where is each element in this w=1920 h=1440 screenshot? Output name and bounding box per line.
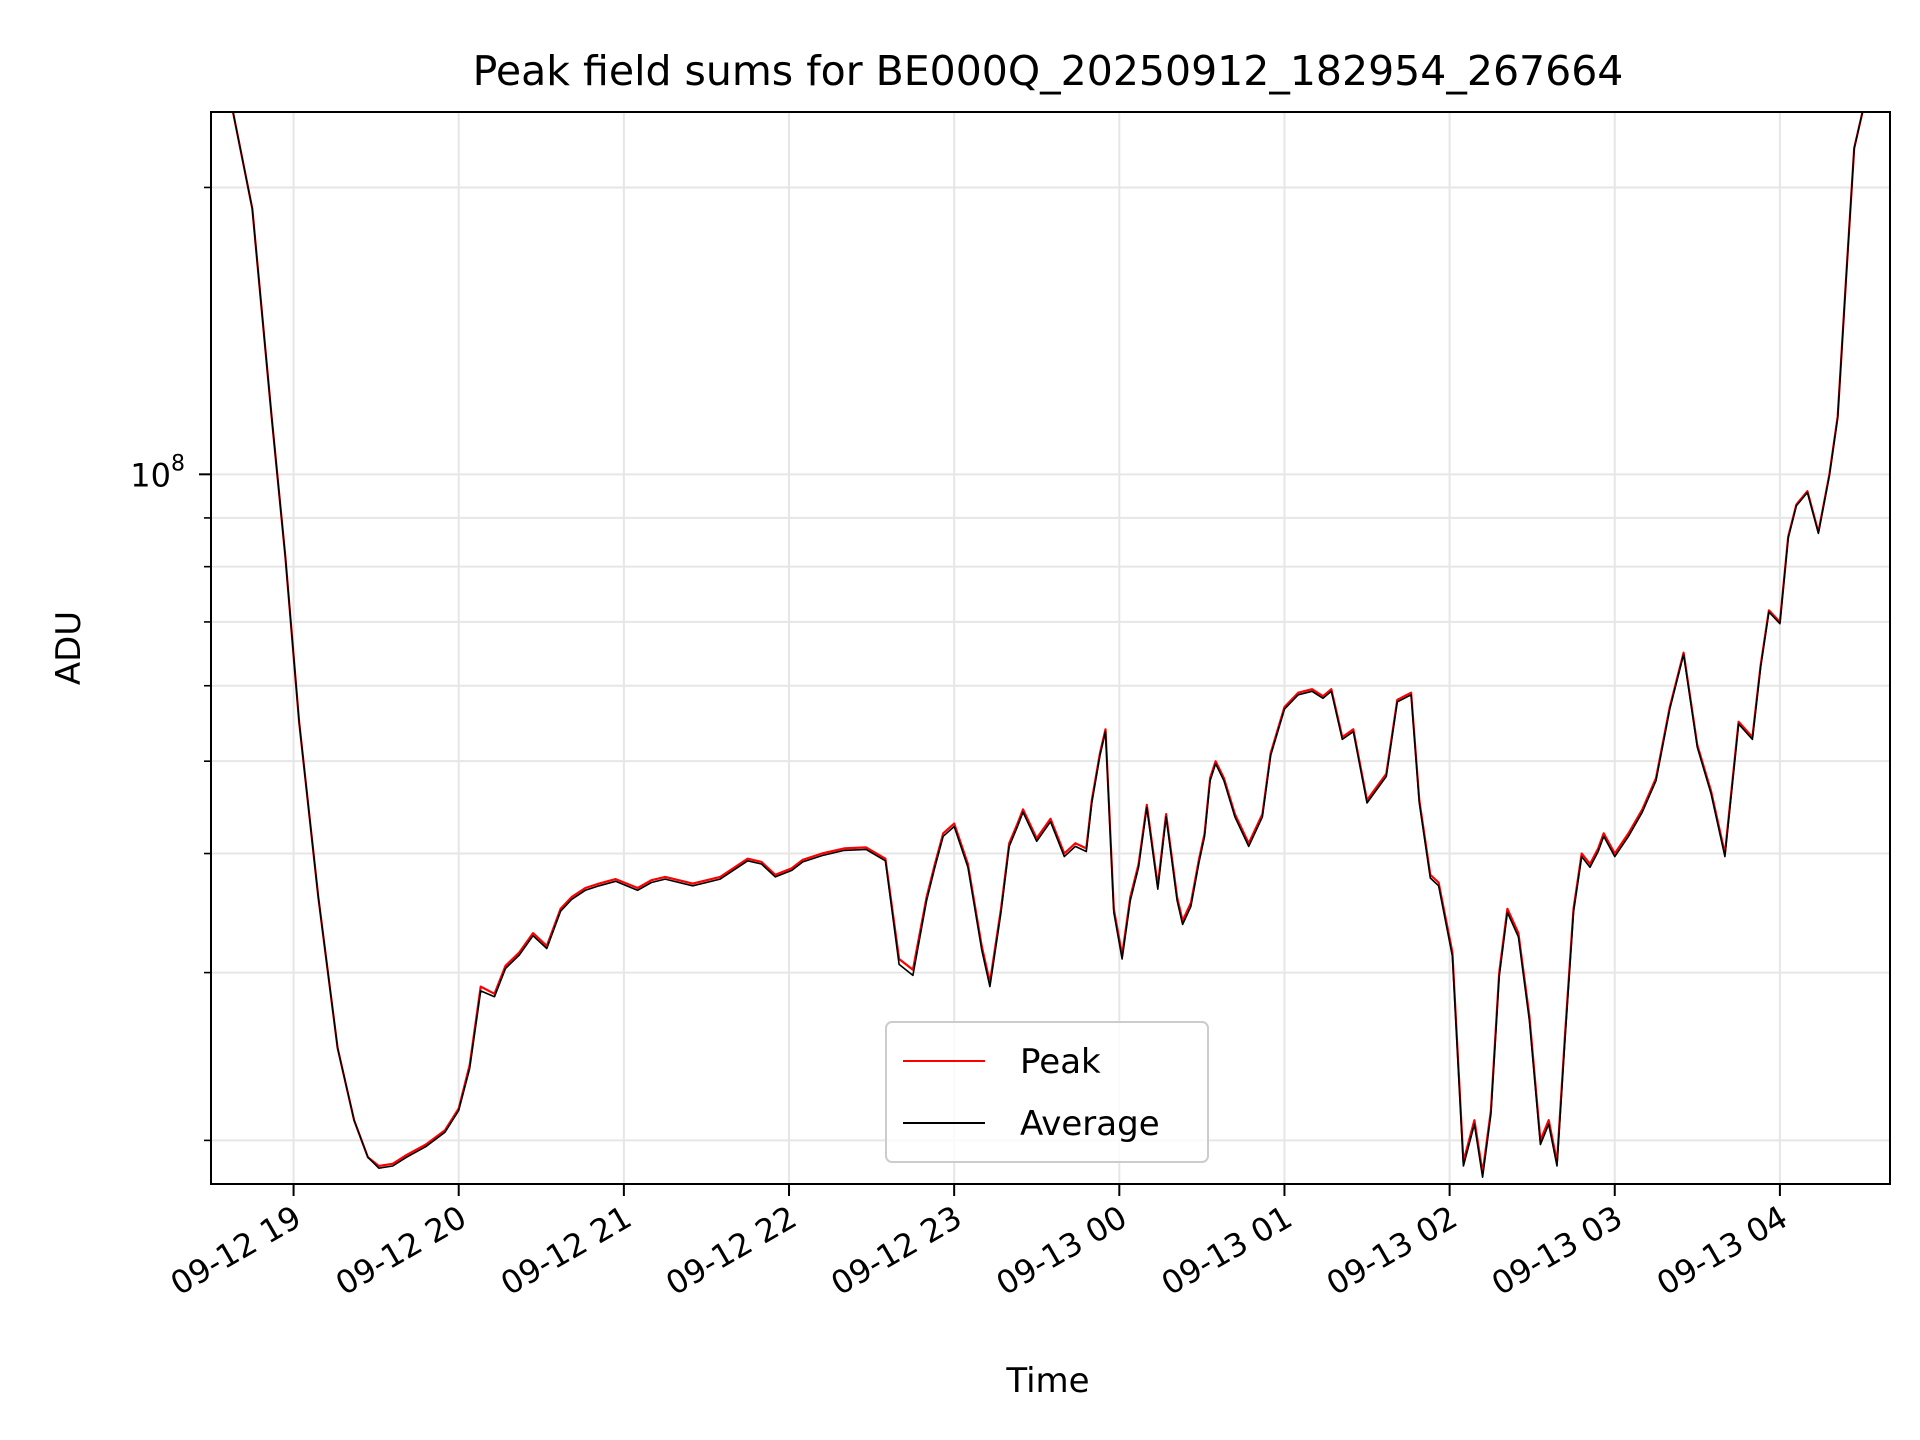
plot-frame bbox=[210, 111, 1891, 1185]
legend-label-peak: Peak bbox=[1020, 1042, 1101, 1082]
legend-label-average: Average bbox=[1020, 1104, 1160, 1144]
y-axis-label: ADU bbox=[49, 611, 89, 685]
chart-title: Peak field sums for BE000Q_20250912_1829… bbox=[473, 47, 1624, 95]
series-line-average bbox=[232, 112, 1864, 1178]
legend: Peak Average bbox=[885, 1021, 1209, 1163]
legend-box bbox=[885, 1021, 1209, 1163]
y-tick-label-exponent: 8 bbox=[171, 451, 185, 476]
x-axis-label: Time bbox=[1005, 1361, 1089, 1401]
series-layer bbox=[231, 112, 1864, 1178]
